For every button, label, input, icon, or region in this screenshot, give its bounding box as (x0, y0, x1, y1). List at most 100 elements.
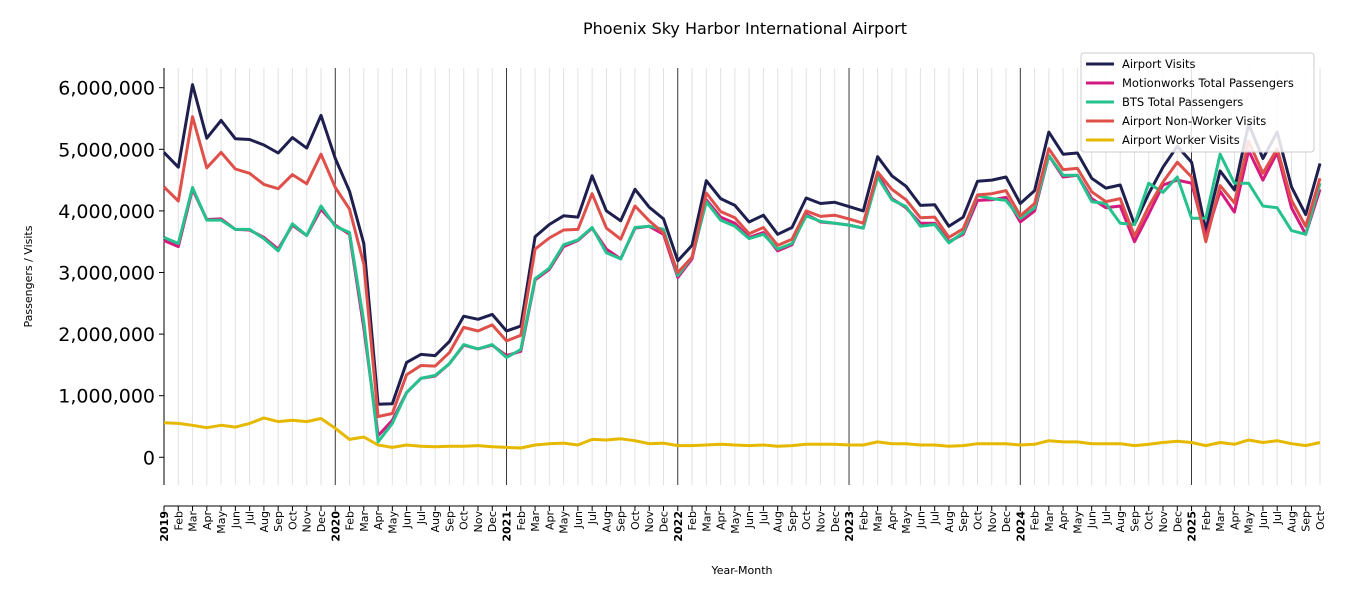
y-tick-label: 6,000,000 (58, 78, 155, 100)
series-line-airport-worker-visits (163, 416, 1321, 450)
x-tick-label: Nov (814, 511, 827, 533)
x-tick-label: Dec (315, 511, 328, 532)
x-tick-label: Aug (1114, 511, 1127, 532)
x-tick-label: Mar (700, 511, 713, 532)
x-tick-label: Aug (1285, 511, 1298, 532)
x-tick-label: Jun (1086, 511, 1099, 529)
y-tick-label: 3,000,000 (58, 262, 155, 284)
x-tick-label: Jun (401, 511, 414, 529)
x-tick-label: Aug (600, 511, 613, 532)
x-tick-label: Dec (829, 511, 842, 532)
x-tick-label: Oct (1314, 510, 1327, 530)
x-tick-label: May (729, 511, 742, 534)
series-line-bts-total-passengers (163, 152, 1322, 444)
x-tick-label: Sep (272, 511, 285, 532)
x-tick-label: Apr (1228, 511, 1241, 531)
x-tick-label: Nov (301, 511, 314, 533)
x-tick-label: Mar (187, 511, 200, 532)
x-tick-label: Apr (372, 511, 385, 531)
x-tick-label: Jun (572, 511, 585, 529)
series-line-airport-non-worker-visits (162, 115, 1322, 419)
x-tick-label: 2024 (1014, 511, 1027, 542)
y-tick-label: 2,000,000 (58, 324, 155, 346)
x-tick-label: Jul (415, 511, 428, 525)
x-tick-label: Mar (1043, 511, 1056, 532)
x-tick-label: Sep (615, 511, 628, 532)
x-tick-label: Jun (914, 511, 927, 529)
x-tick-label: Oct (286, 510, 299, 530)
x-tick-label: Nov (986, 511, 999, 533)
x-tick-label: Nov (472, 511, 485, 533)
x-tick-label: Oct (629, 510, 642, 530)
x-tick-label: May (900, 511, 913, 534)
x-tick-label: 2020 (329, 511, 342, 542)
legend-frame (1080, 52, 1315, 153)
x-tick-label: Aug (772, 511, 785, 532)
x-tick-label: Jul (757, 511, 770, 525)
x-tick-label: Aug (429, 511, 442, 532)
x-tick-label: May (1071, 511, 1084, 534)
series-line-airport-visits (162, 83, 1322, 406)
x-tick-label: Jun (743, 511, 756, 529)
x-tick-label: 2019 (158, 511, 171, 542)
x-tick-label: Aug (258, 511, 271, 532)
x-tick-label: Jul (586, 511, 599, 525)
y-tick-label: 5,000,000 (58, 139, 155, 161)
x-tick-label: Mar (872, 511, 885, 532)
x-tick-label: 2021 (501, 511, 514, 542)
x-tick-label: Sep (1300, 511, 1313, 532)
x-tick-label: 2025 (1186, 511, 1199, 542)
y-tick-label: 0 (143, 447, 155, 469)
x-tick-label: Jun (1257, 511, 1270, 529)
x-tick-label: Dec (1000, 511, 1013, 532)
x-tick-label: Sep (957, 511, 970, 532)
x-tick-label: Jul (929, 511, 942, 525)
legend-label: Motionworks Total Passengers (1122, 76, 1294, 90)
x-tick-label: Jul (244, 511, 257, 525)
x-tick-label: Aug (943, 511, 956, 532)
x-tick-label: Feb (1029, 511, 1042, 530)
x-tick-label: Mar (358, 511, 371, 532)
x-tick-label: Oct (971, 510, 984, 530)
x-tick-label: May (386, 511, 399, 534)
x-tick-label: Jul (1271, 511, 1284, 525)
x-tick-label: Apr (1057, 511, 1070, 531)
x-tick-label: Dec (486, 511, 499, 532)
legend-label: Airport Visits (1122, 57, 1196, 71)
x-tick-label: Feb (344, 511, 357, 530)
x-tick-label: Dec (658, 511, 671, 532)
x-tick-label: Sep (1128, 511, 1141, 532)
x-tick-label: Feb (172, 511, 185, 530)
x-tick-label: May (1243, 511, 1256, 534)
x-tick-label: Feb (1200, 511, 1213, 530)
x-tick-label: Mar (1214, 511, 1227, 532)
x-tick-label: Oct (800, 510, 813, 530)
x-tick-label: Feb (857, 511, 870, 530)
x-tick-label: Feb (515, 511, 528, 530)
x-tick-label: Jul (1100, 511, 1113, 525)
x-tick-label: May (558, 511, 571, 534)
x-tick-label: Nov (643, 511, 656, 533)
legend-label: Airport Worker Visits (1122, 133, 1240, 147)
legend: Airport Visits Motionworks Total Passenge… (1080, 52, 1315, 153)
x-tick-label: Jun (229, 511, 242, 529)
chart-title: Phoenix Sky Harbor International Airport (583, 19, 907, 38)
x-tick-label: Oct (1143, 510, 1156, 530)
x-tick-label: Apr (201, 511, 214, 531)
x-tick-label: Mar (529, 511, 542, 532)
x-axis-label: Year-Month (710, 564, 772, 577)
x-tick-label: Apr (543, 511, 556, 531)
legend-label: BTS Total Passengers (1122, 95, 1243, 109)
x-tick-label: Sep (786, 511, 799, 532)
x-tick-label: 2023 (843, 511, 856, 542)
x-tick-label: Nov (1157, 511, 1170, 533)
x-tick-label: Oct (458, 510, 471, 530)
x-tick-label: Apr (886, 511, 899, 531)
y-tick-label: 1,000,000 (58, 386, 155, 408)
y-tick-label: 4,000,000 (58, 201, 155, 223)
x-tick-label: 2022 (672, 511, 685, 542)
x-tick-label: Apr (715, 511, 728, 531)
x-tick-label: Dec (1171, 511, 1184, 532)
